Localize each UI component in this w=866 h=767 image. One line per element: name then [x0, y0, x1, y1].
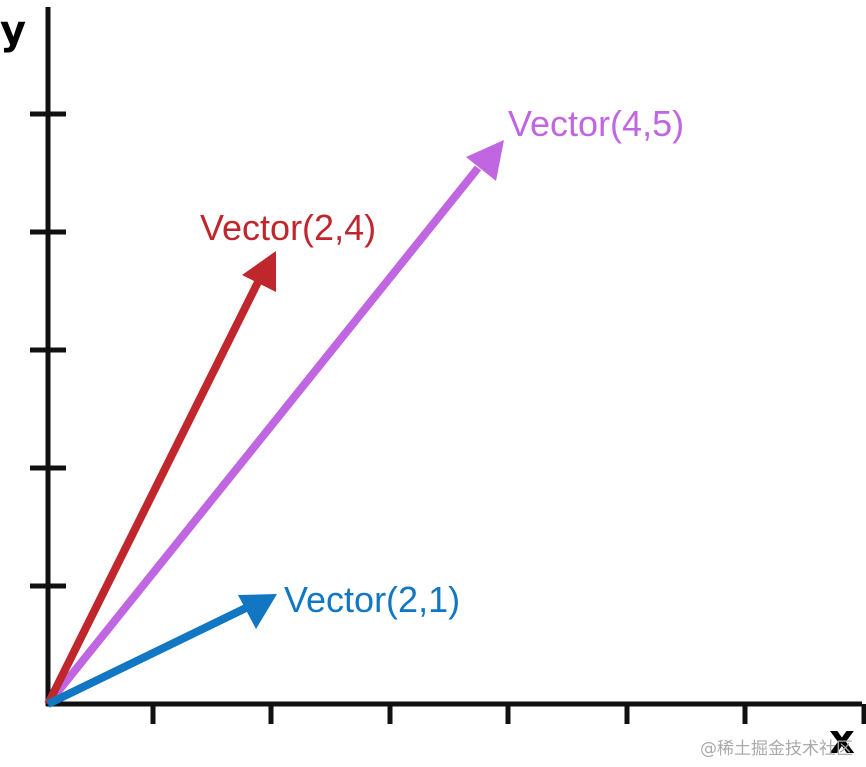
watermark: @稀土掘金技术社区	[700, 739, 853, 759]
vector-2-4-shaft	[44, 276, 264, 706]
vector-4-5-shaft	[44, 165, 482, 707]
y-axis-ticks	[30, 111, 66, 589]
vector-2-1-arrowhead	[238, 594, 277, 629]
vector-2-1-label: Vector(2,1)	[284, 579, 460, 620]
vector-2-4-arrowhead	[242, 251, 276, 292]
y-axis-label: y	[0, 8, 26, 54]
vector-4-5-arrowhead	[466, 140, 504, 181]
vector-2-1: Vector(2,1)	[46, 579, 460, 708]
x-axis-ticks	[150, 704, 866, 724]
vector-4-5-label: Vector(4,5)	[508, 103, 684, 144]
vector-2-4: Vector(2,4)	[44, 207, 376, 706]
vector-2-1-shaft	[46, 602, 252, 708]
x-axis-label: x	[829, 717, 855, 763]
vector-4-5: Vector(4,5)	[44, 103, 684, 707]
vectors: Vector(4,5) Vector(2,4) Vector(2,1)	[44, 103, 684, 708]
vector-2-4-label: Vector(2,4)	[200, 207, 376, 248]
